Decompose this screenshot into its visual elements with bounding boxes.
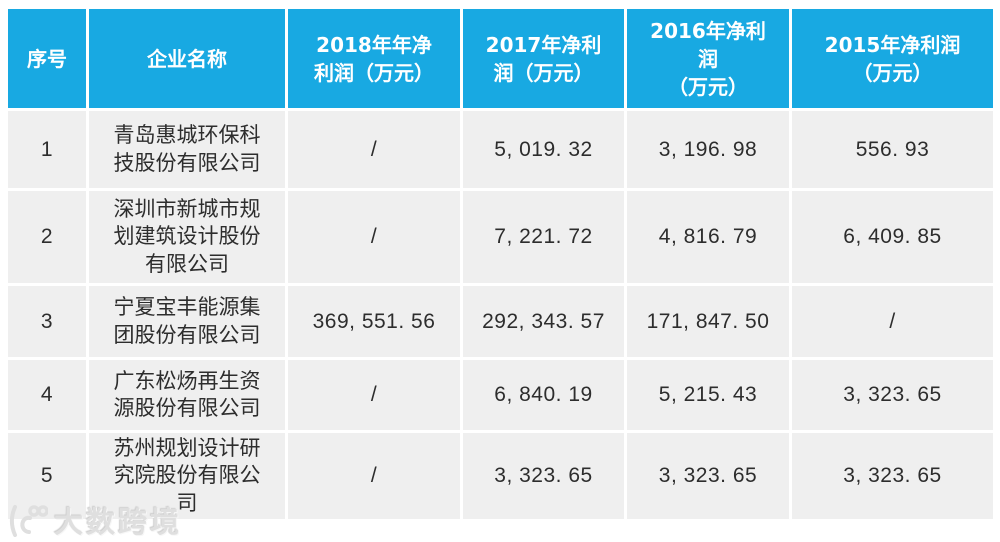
cell-2018-profit: /	[288, 360, 460, 430]
cell-2015-profit: 556. 93	[792, 111, 993, 188]
cell-2018-profit: /	[288, 433, 460, 519]
cell-2016-profit: 3, 323. 65	[627, 433, 789, 519]
table-row: 3 宁夏宝丰能源集 团股份有限公司 369, 551. 56 292, 343.…	[8, 286, 993, 357]
cell-2017-profit: 292, 343. 57	[463, 286, 624, 357]
col-header-2017-profit: 2017年净利 润（万元）	[463, 9, 624, 108]
cell-2015-profit: 3, 323. 65	[792, 360, 993, 430]
col-header-2015-profit: 2015年净利润 （万元）	[792, 9, 993, 108]
cell-company-name: 苏州规划设计研 究院股份有限公 司	[89, 433, 285, 519]
cell-company-name: 深圳市新城市规 划建筑设计股份 有限公司	[89, 191, 285, 283]
table-row: 5 苏州规划设计研 究院股份有限公 司 / 3, 323. 65 3, 323.…	[8, 433, 993, 519]
cell-2015-profit: 6, 409. 85	[792, 191, 993, 283]
cell-2018-profit: 369, 551. 56	[288, 286, 460, 357]
cell-2015-profit: /	[792, 286, 993, 357]
cell-2015-profit: 3, 323. 65	[792, 433, 993, 519]
cell-company-name: 宁夏宝丰能源集 团股份有限公司	[89, 286, 285, 357]
col-header-2018-profit: 2018年年净 利润（万元）	[288, 9, 460, 108]
net-profit-table: 序号 企业名称 2018年年净 利润（万元） 2017年净利 润（万元） 201…	[5, 6, 996, 522]
cell-index: 2	[8, 191, 86, 283]
cell-2017-profit: 6, 840. 19	[463, 360, 624, 430]
cell-2018-profit: /	[288, 191, 460, 283]
cell-2017-profit: 3, 323. 65	[463, 433, 624, 519]
cell-index: 1	[8, 111, 86, 188]
table-row: 1 青岛惠城环保科 技股份有限公司 / 5, 019. 32 3, 196. 9…	[8, 111, 993, 188]
cell-company-name: 广东松炀再生资 源股份有限公司	[89, 360, 285, 430]
header-row: 序号 企业名称 2018年年净 利润（万元） 2017年净利 润（万元） 201…	[8, 9, 993, 108]
cell-2016-profit: 4, 816. 79	[627, 191, 789, 283]
cell-company-name: 青岛惠城环保科 技股份有限公司	[89, 111, 285, 188]
cell-2016-profit: 3, 196. 98	[627, 111, 789, 188]
cell-index: 4	[8, 360, 86, 430]
cell-index: 5	[8, 433, 86, 519]
col-header-index: 序号	[8, 9, 86, 108]
cell-2017-profit: 5, 019. 32	[463, 111, 624, 188]
cell-2018-profit: /	[288, 111, 460, 188]
col-header-2016-profit: 2016年净利 润 （万元）	[627, 9, 789, 108]
table-row: 4 广东松炀再生资 源股份有限公司 / 6, 840. 19 5, 215. 4…	[8, 360, 993, 430]
cell-2017-profit: 7, 221. 72	[463, 191, 624, 283]
table-row: 2 深圳市新城市规 划建筑设计股份 有限公司 / 7, 221. 72 4, 8…	[8, 191, 993, 283]
cell-index: 3	[8, 286, 86, 357]
cell-2016-profit: 5, 215. 43	[627, 360, 789, 430]
col-header-company-name: 企业名称	[89, 9, 285, 108]
cell-2016-profit: 171, 847. 50	[627, 286, 789, 357]
